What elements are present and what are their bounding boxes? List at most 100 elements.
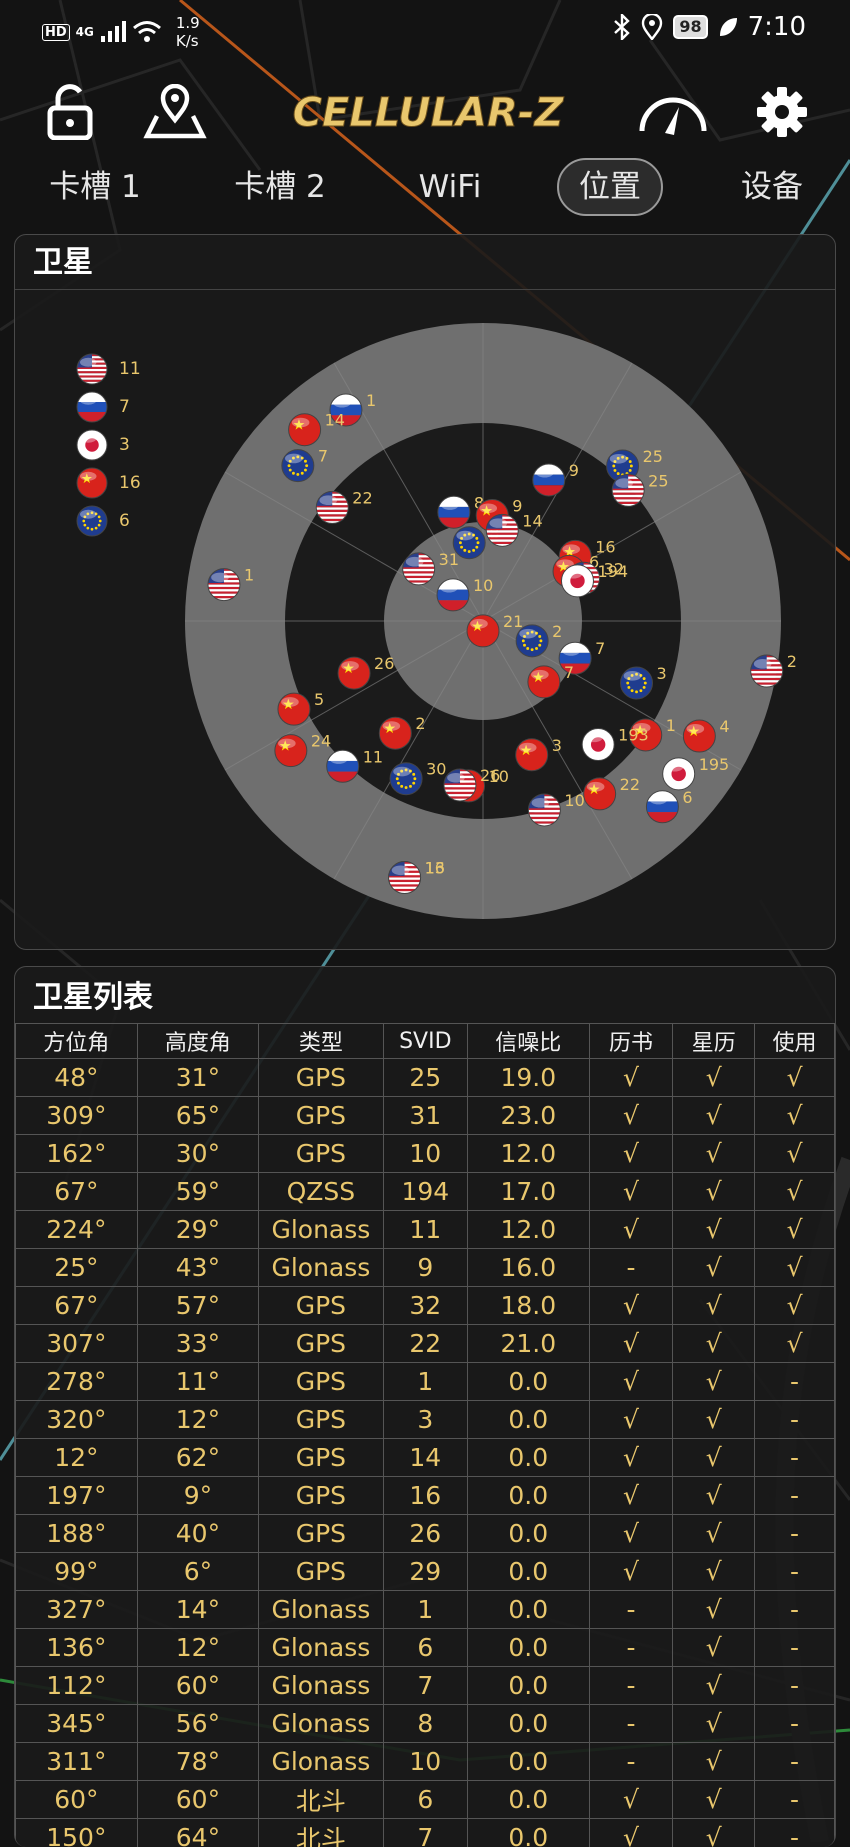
speedometer-icon[interactable] — [636, 80, 710, 144]
satellite-marker[interactable]: 2 — [751, 652, 797, 687]
tab-wifi[interactable]: WiFi — [395, 158, 505, 216]
cell-elevation: 62° — [137, 1439, 258, 1477]
cell-almanac: √ — [589, 1363, 673, 1401]
cell-azimuth: 67° — [16, 1173, 138, 1211]
cell-ephemeris: √ — [673, 1211, 755, 1249]
map-pin-icon[interactable] — [140, 80, 210, 144]
satellite-svid-label: 22 — [620, 775, 640, 794]
cell-svid: 25 — [383, 1059, 467, 1097]
cell-azimuth: 327° — [16, 1591, 138, 1629]
tab-sim2[interactable]: 卡槽 2 — [215, 158, 345, 216]
cell-snr: 0.0 — [467, 1629, 589, 1667]
tab-device[interactable]: 设备 — [722, 158, 822, 216]
column-header-snr[interactable]: 信噪比 — [467, 1024, 589, 1059]
column-header-almanac[interactable]: 历书 — [589, 1024, 673, 1059]
column-header-azimuth[interactable]: 方位角 — [16, 1024, 138, 1059]
cell-used: - — [755, 1439, 835, 1477]
eu-flag-icon — [516, 625, 548, 657]
satellite-svid-label: 26 — [374, 654, 394, 673]
location-icon — [641, 14, 663, 40]
legend-count: 3 — [119, 435, 130, 455]
cell-svid: 8 — [383, 1705, 467, 1743]
column-header-elevation[interactable]: 高度角 — [137, 1024, 258, 1059]
cell-almanac: √ — [589, 1287, 673, 1325]
china-flag-icon: ★ — [289, 414, 321, 446]
column-header-type[interactable]: 类型 — [259, 1024, 383, 1059]
cell-almanac: √ — [589, 1439, 673, 1477]
russia-flag-icon — [327, 750, 359, 782]
cell-azimuth: 345° — [16, 1705, 138, 1743]
cell-used: - — [755, 1401, 835, 1439]
column-header-svid[interactable]: SVID — [383, 1024, 467, 1059]
column-header-ephemeris[interactable]: 星历 — [673, 1024, 755, 1059]
usa-flag-icon — [208, 569, 240, 601]
cell-used: - — [755, 1705, 835, 1743]
cell-svid: 10 — [383, 1743, 467, 1781]
cell-used: - — [755, 1591, 835, 1629]
satellite-svid-label: 3 — [552, 736, 562, 755]
legend-item-eu: 6 — [75, 502, 141, 540]
column-header-used[interactable]: 使用 — [755, 1024, 835, 1059]
tab-location[interactable]: 位置 — [557, 158, 663, 216]
usa-flag-icon — [612, 474, 644, 506]
cell-type: GPS — [259, 1287, 383, 1325]
china-flag-icon: ★ — [275, 735, 307, 767]
cell-azimuth: 12° — [16, 1439, 138, 1477]
hd-indicator: HD — [42, 24, 70, 41]
cell-elevation: 6° — [137, 1553, 258, 1591]
lock-open-icon[interactable] — [38, 80, 102, 144]
cell-snr: 19.0 — [467, 1059, 589, 1097]
cell-almanac: - — [589, 1249, 673, 1287]
tab-sim1[interactable]: 卡槽 1 — [30, 158, 160, 216]
cell-snr: 18.0 — [467, 1287, 589, 1325]
satellite-svid-label: 3 — [657, 664, 667, 683]
cell-snr: 0.0 — [467, 1363, 589, 1401]
gear-icon[interactable] — [750, 80, 814, 144]
satellite-svid-label: 7 — [564, 663, 574, 682]
legend-count: 6 — [119, 511, 130, 531]
satellite-svid-label: 6 — [682, 788, 692, 807]
cell-elevation: 60° — [137, 1667, 258, 1705]
cell-almanac: √ — [589, 1515, 673, 1553]
satellite-svid-label: 4 — [719, 717, 729, 736]
satellite-svid-label: 25 — [648, 471, 668, 490]
cell-elevation: 64° — [137, 1819, 258, 1847]
cell-svid: 7 — [383, 1819, 467, 1847]
cell-almanac: √ — [589, 1781, 673, 1819]
satellite-svid-label: 24 — [311, 732, 331, 751]
cell-type: Glonass — [259, 1629, 383, 1667]
cell-ephemeris: √ — [673, 1705, 755, 1743]
cell-elevation: 30° — [137, 1135, 258, 1173]
cell-type: Glonass — [259, 1249, 383, 1287]
cell-ephemeris: √ — [673, 1097, 755, 1135]
cell-snr: 0.0 — [467, 1819, 589, 1847]
cell-used: √ — [755, 1059, 835, 1097]
cell-type: Glonass — [259, 1743, 383, 1781]
satellite-svid-label: 14 — [325, 411, 345, 430]
cell-almanac: √ — [589, 1401, 673, 1439]
cell-svid: 31 — [383, 1097, 467, 1135]
